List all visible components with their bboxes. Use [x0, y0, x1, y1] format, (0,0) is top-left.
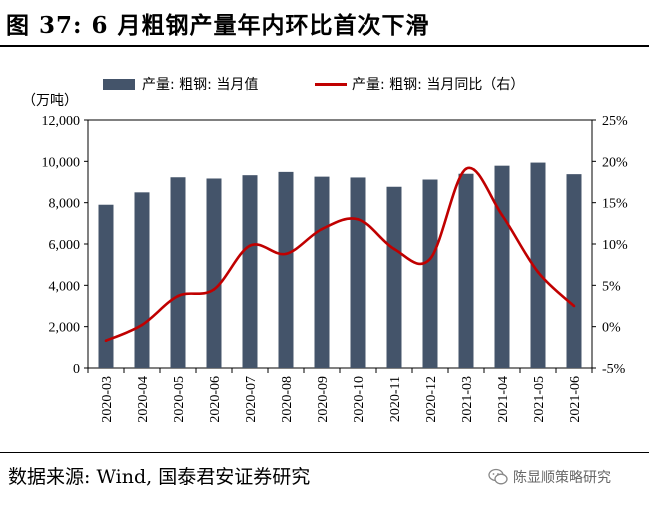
yoy-point-2020-07	[248, 244, 252, 247]
bar-2020-07	[242, 175, 258, 368]
x-tick-label: 2021-05	[532, 376, 547, 423]
legend-bar-label: 产量: 粗钢: 当月值	[142, 77, 258, 93]
x-tick-label: 2020-03	[100, 376, 115, 423]
x-tick-label: 2020-12	[424, 376, 439, 423]
x-tick-label: 2020-07	[244, 376, 259, 423]
y-right-tick-label: 5%	[602, 279, 621, 294]
yoy-point-2020-11	[392, 247, 396, 251]
y-axis-unit-label: （万吨）	[22, 93, 78, 109]
watermark-text: 陈显顺策略研究	[513, 470, 611, 486]
source-divider	[0, 452, 649, 453]
source-note: 数据来源: Wind, 国泰君安证券研究	[8, 466, 311, 488]
legend-line-label: 产量: 粗钢: 当月同比（右）	[352, 77, 524, 93]
x-tick-label: 2020-10	[352, 376, 367, 423]
yoy-point-2020-03	[104, 339, 108, 343]
y-right-tick-label: 10%	[602, 238, 628, 253]
watermark: 陈显顺策略研究	[488, 466, 611, 488]
chart: 产量: 粗钢: 当月值 产量: 粗钢: 当月同比（右） （万吨） 0 2,000 4…	[22, 77, 629, 423]
y-left-tick-label: 12,000	[42, 114, 81, 129]
wechat-icon	[488, 468, 508, 485]
x-tick-label: 2020-11	[388, 376, 403, 422]
yoy-point-2020-10	[356, 217, 360, 221]
bar-2020-12	[422, 179, 438, 368]
yoy-point-2020-12	[428, 257, 432, 261]
y-left-tick-label: 10,000	[42, 155, 81, 170]
yoy-line	[105, 166, 575, 342]
x-tick-label: 2020-05	[172, 376, 187, 423]
yoy-point-2020-05	[176, 294, 180, 298]
plot-area: 0 2,000 4,000 6,000 8,000 10,000 12,000 -5% 0% 5%…	[42, 114, 629, 423]
y-left-tick-label: 2,000	[49, 321, 81, 336]
y-left-tick-label: 4,000	[49, 279, 81, 294]
yoy-point-2020-04	[140, 323, 144, 327]
yoy-point-2021-04	[500, 213, 504, 217]
x-tick-label: 2021-06	[568, 376, 583, 423]
plot-frame	[87, 119, 593, 369]
y-right-tick-label: 0%	[602, 321, 621, 336]
legend-bar-swatch	[103, 79, 135, 90]
y-right-tick-label: 25%	[602, 114, 628, 129]
x-tick-label: 2021-03	[460, 376, 475, 423]
yoy-point-2020-06	[212, 288, 216, 291]
x-tick-label: 2020-06	[208, 376, 223, 423]
x-tick-label: 2020-09	[316, 376, 331, 423]
yoy-point-2021-06	[572, 304, 576, 308]
bar-2020-08	[278, 171, 294, 368]
bar-2021-04	[494, 165, 510, 368]
y-right-tick-label: -5%	[602, 362, 626, 377]
x-tick-label: 2020-08	[280, 376, 295, 423]
bar-2020-11	[386, 186, 402, 368]
y-left-tick-label: 6,000	[49, 238, 81, 253]
bar-2020-10	[350, 177, 366, 368]
bar-2021-03	[458, 173, 474, 368]
x-tick-label: 2020-04	[136, 376, 151, 423]
bar-2020-09	[314, 176, 330, 368]
y-left-tick-label: 8,000	[49, 197, 81, 212]
bar-2020-06	[206, 178, 222, 368]
yoy-point-2020-08	[284, 252, 288, 256]
y-right-tick-label: 15%	[602, 197, 628, 212]
title-divider	[0, 45, 649, 47]
yoy-point-2021-05	[536, 270, 540, 274]
page-title: 图 37: 6 月粗钢产量年内环比首次下滑	[6, 12, 430, 39]
bar-2021-06	[566, 174, 582, 368]
bar-2020-04	[134, 192, 150, 368]
yoy-point-2021-03	[464, 167, 468, 171]
bar-2020-03	[98, 204, 114, 368]
yoy-point-2020-09	[320, 227, 324, 231]
bar-2020-05	[170, 177, 186, 368]
bar-2021-05	[530, 162, 546, 368]
x-tick-label: 2021-04	[496, 376, 511, 423]
y-left-tick-label: 0	[73, 362, 80, 377]
chart-legend: 产量: 粗钢: 当月值 产量: 粗钢: 当月同比（右）	[103, 77, 524, 93]
y-right-tick-label: 20%	[602, 155, 628, 170]
